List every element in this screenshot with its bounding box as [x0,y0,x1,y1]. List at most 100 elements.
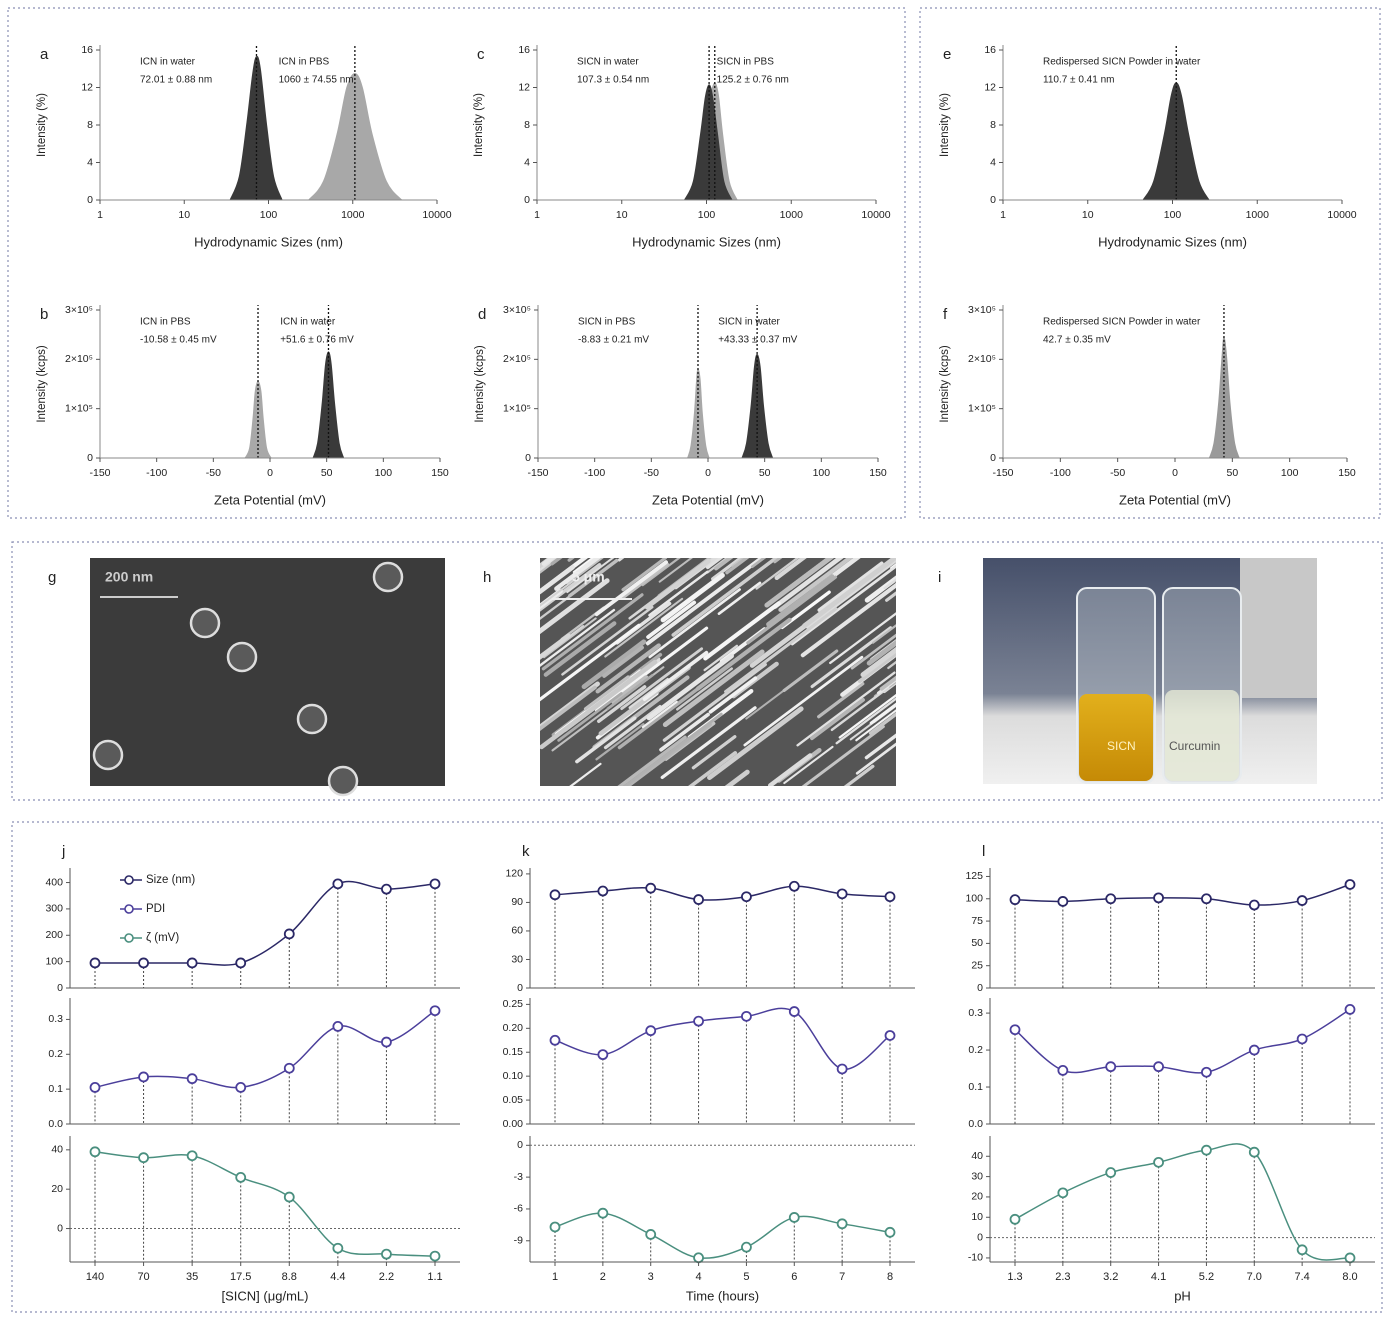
y-tick-label: 8 [524,119,530,131]
x-axis-label: Zeta Potential (mV) [214,492,326,507]
rod [620,562,669,600]
rod [660,706,757,780]
data-point [597,885,609,897]
y-tick-label: 0 [57,1222,63,1234]
rod [602,645,644,678]
data-point [1057,1064,1069,1076]
x-tick-label: 140 [86,1271,104,1283]
rod [645,558,765,646]
x-tick-label: 10 [616,209,628,221]
panel-letter: h [483,569,491,586]
rod [606,673,654,710]
rod [604,597,684,658]
rod [603,705,662,750]
rod [550,558,563,566]
y-tick-label: -10 [968,1252,983,1264]
rod [688,751,738,786]
rod [901,585,972,638]
x-tick-label: 10000 [422,209,451,221]
rod [746,575,838,645]
peak-label: -8.83 ± 0.21 mV [578,335,649,346]
rod [597,685,647,724]
x-tick-label: 1000 [780,209,804,221]
y-tick-label: 1×10⁵ [503,402,531,414]
x-tick-label: 100 [1281,467,1299,479]
data-point [788,1006,800,1017]
rod [772,558,844,609]
rod [872,624,896,644]
y-axis-label: Intensity (kcps) [474,345,486,422]
data-point [1344,879,1356,890]
peak-label: 72.01 ± 0.88 nm [140,75,212,86]
x-tick-label: 7.0 [1247,1271,1262,1283]
rod [646,653,734,721]
x-tick-label: 0 [705,467,711,479]
rod [711,558,744,581]
x-tick-label: 2.2 [379,1271,394,1283]
data-point [1153,1156,1164,1168]
peak-label: 1060 ± 74.55 nm [279,75,354,86]
rod [817,682,865,719]
rod [622,712,723,786]
peak-label: +51.6 ± 0.76 mV [280,335,354,346]
x-axis-label: Hydrodynamic Sizes (nm) [632,234,781,249]
y-tick-label: 0 [990,452,996,464]
rod [566,558,615,594]
data-point [1009,1213,1021,1225]
series-name: SICN in water [718,317,780,328]
rods [540,558,972,786]
rod [768,753,813,786]
panel-letter: f [943,306,948,323]
rod [916,684,962,718]
x-tick-label: 3.2 [1103,1271,1118,1283]
rod [659,712,710,752]
y-tick-label: 0 [977,982,983,994]
x-axis-label: Zeta Potential (mV) [652,492,764,507]
rod [703,601,781,661]
rod [648,570,709,617]
y-tick-label: 50 [971,937,983,949]
rod [540,685,597,731]
data-point [1009,894,1021,906]
panel-letter: e [943,46,951,63]
series-name: SICN in water [577,57,639,68]
data-point [186,957,198,969]
data-point [788,880,800,892]
rod [543,621,617,677]
rod [611,675,649,705]
x-tick-label: 10000 [1327,209,1356,221]
rod [695,617,792,691]
y-tick-label: 0.0 [48,1118,63,1130]
vial-label: Curcumin [1169,739,1220,753]
peak-label: 42.7 ± 0.35 mV [1043,335,1111,346]
data-point [138,957,149,969]
y-tick-label: 0.20 [503,1022,524,1034]
x-tick-label: 100 [698,209,716,221]
data-point [645,882,657,894]
x-tick-label: -100 [1050,467,1071,479]
rod [705,558,724,570]
x-tick-label: -100 [584,467,605,479]
fit-line [1014,1143,1351,1261]
panel-letter: c [477,46,485,63]
x-tick-label: 50 [1226,467,1238,479]
rod [676,667,733,711]
data-point [429,878,441,890]
rod [868,712,896,735]
rod [642,650,709,702]
y-tick-label: 0 [87,452,93,464]
panel-letter: g [48,569,56,586]
data-point [235,957,247,969]
peak-label: 107.3 ± 0.54 nm [577,75,649,86]
y-tick-label: 12 [518,81,530,93]
data-point [1248,899,1260,911]
rod [708,676,758,714]
y-tick-label: 20 [971,1191,983,1203]
data-point [836,888,848,900]
x-tick-label: 8.0 [1342,1271,1357,1283]
panel-letter: i [938,569,941,586]
rod [569,762,602,786]
y-tick-label: 0.05 [503,1094,524,1106]
panel-frame [7,7,906,519]
legend-label: PDI [146,903,165,915]
